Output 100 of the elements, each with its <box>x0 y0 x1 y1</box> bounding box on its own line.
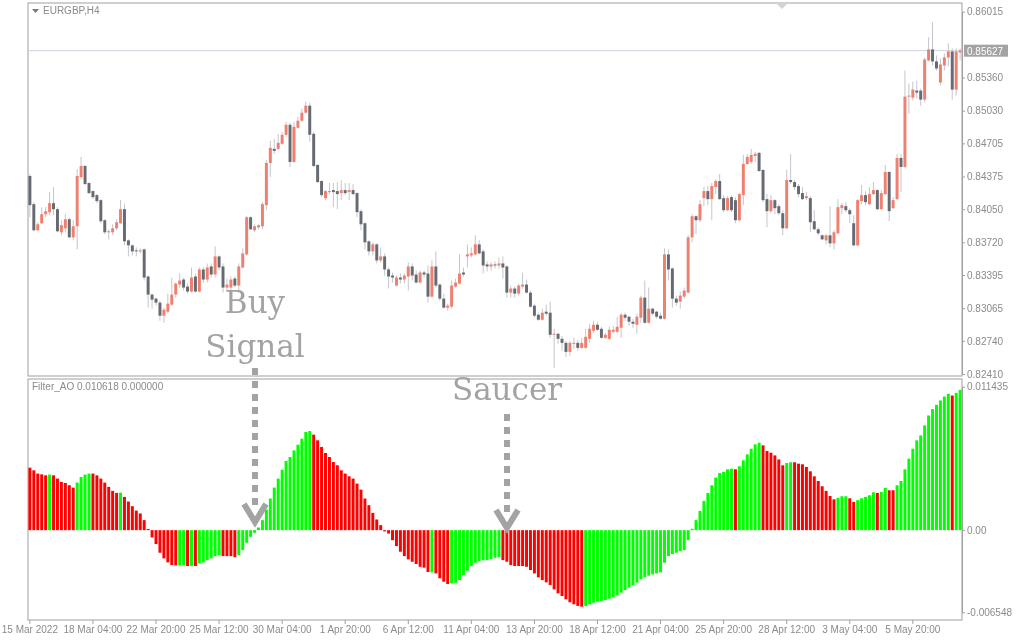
bar <box>895 485 899 531</box>
bar <box>588 530 592 605</box>
bar <box>193 530 197 567</box>
bar <box>422 530 426 568</box>
bar <box>36 473 40 531</box>
bar <box>52 475 55 531</box>
bar <box>229 530 233 557</box>
bar <box>44 475 48 531</box>
candlestick <box>773 198 777 215</box>
x-tick-label: 15 Mar 2022 <box>1 624 59 636</box>
bar <box>800 464 804 531</box>
candlestick <box>694 214 698 235</box>
bar <box>714 477 718 531</box>
candlestick <box>588 323 592 344</box>
candlestick <box>852 214 856 247</box>
candlestick <box>375 242 379 264</box>
bar <box>505 530 509 562</box>
bar <box>83 474 87 531</box>
bar <box>615 530 619 596</box>
bar <box>241 530 245 551</box>
bar <box>103 482 107 531</box>
bar <box>111 490 115 531</box>
y-tick-label: 0.82740 <box>967 335 1004 347</box>
bar <box>639 530 643 580</box>
bar <box>40 474 44 531</box>
bar <box>126 501 130 531</box>
bar <box>599 530 603 601</box>
bar <box>572 530 576 605</box>
y-tick-label: 0.84375 <box>967 171 1004 183</box>
bar <box>182 530 186 566</box>
bar <box>197 530 201 564</box>
bar <box>91 473 95 531</box>
bar <box>785 463 789 531</box>
x-tick-label: 21 Apr 04:00 <box>632 624 690 636</box>
candlestick <box>619 312 623 339</box>
candlestick <box>158 300 162 322</box>
bar <box>48 474 52 531</box>
bar <box>816 480 820 531</box>
bar <box>517 530 521 567</box>
bar <box>186 530 190 567</box>
bar <box>954 392 958 531</box>
bar <box>63 482 67 531</box>
candlestick <box>489 261 493 271</box>
candlestick <box>383 252 387 277</box>
candlestick <box>938 57 942 87</box>
x-tick-label: 5 May 20:00 <box>885 624 941 636</box>
bar <box>434 530 438 574</box>
bar <box>891 490 895 531</box>
candlestick <box>572 337 576 350</box>
y-tick-label: 0.82410 <box>967 368 1004 380</box>
candlestick <box>584 328 588 350</box>
bar <box>678 530 682 552</box>
candlestick <box>710 182 714 221</box>
bar <box>513 530 517 567</box>
x-tick-label: 28 Apr 12:00 <box>758 624 816 636</box>
y-tick-label: 0.83395 <box>967 269 1004 281</box>
bar <box>773 455 777 531</box>
candlestick <box>55 206 59 233</box>
bar <box>804 466 808 531</box>
bar <box>946 393 950 531</box>
candlestick <box>450 280 454 310</box>
bar <box>860 498 864 531</box>
bar <box>59 481 63 531</box>
bar <box>592 530 596 603</box>
bar <box>883 487 887 531</box>
bar <box>540 530 544 581</box>
candlestick <box>225 278 229 292</box>
bar <box>497 530 501 558</box>
chart-title: EURGBP,H4 <box>43 5 100 16</box>
candlestick <box>71 219 75 241</box>
x-tick-label: 6 Apr 12:00 <box>382 624 435 636</box>
candlestick <box>190 266 193 294</box>
bar <box>465 530 469 571</box>
bar <box>406 530 410 560</box>
candlestick <box>458 253 461 286</box>
bar <box>757 442 761 531</box>
bar <box>501 530 505 561</box>
bar <box>935 404 938 531</box>
bar <box>458 530 461 581</box>
bar <box>71 487 75 531</box>
candlestick <box>193 273 197 294</box>
bar <box>95 475 99 531</box>
bar <box>253 530 257 533</box>
bar <box>190 530 193 567</box>
x-tick-label: 22 Mar 20:00 <box>126 624 186 636</box>
y-tick-label: 0.83065 <box>967 302 1004 314</box>
candlestick <box>67 216 71 239</box>
bar <box>852 501 856 531</box>
bar <box>848 498 852 531</box>
bar <box>398 530 402 552</box>
bar <box>958 389 962 531</box>
bar <box>67 485 71 531</box>
candlestick <box>63 213 67 233</box>
bar <box>844 496 848 531</box>
x-tick-label: 18 Mar 04:00 <box>63 624 123 636</box>
candlestick <box>781 209 785 236</box>
candlestick <box>824 233 828 245</box>
bar <box>950 395 954 531</box>
bar <box>450 530 454 584</box>
bar <box>730 468 733 531</box>
